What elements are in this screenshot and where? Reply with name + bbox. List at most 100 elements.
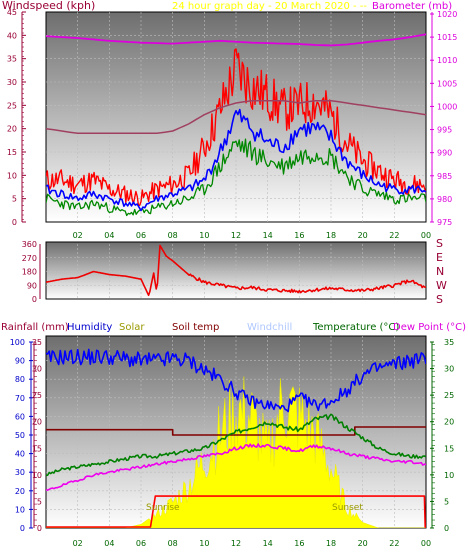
windspeed-tick-label: 0 <box>12 218 17 227</box>
windspeed-tick-label: 30 <box>7 78 17 87</box>
legend-rainfall: Rainfall (mm) <box>1 322 69 333</box>
barometer-tick-label: 1010 <box>437 56 457 65</box>
windspeed-tick-label: 25 <box>7 101 17 110</box>
legend: Rainfall (mm) Humidity Solar Soil temp W… <box>1 322 466 333</box>
temperature-tick-label: 0 <box>444 524 449 533</box>
barometer-tick-label: 1015 <box>437 33 457 42</box>
percent-axis: 0 10 20 30 40 50 60 70 80 90 100 <box>10 338 33 533</box>
temperature-tick-label: 5 <box>444 497 449 506</box>
x-tick-label: 06 <box>136 231 146 240</box>
x-tick-label: 16 <box>294 231 304 240</box>
barometer-axis-title: Barometer (mb) <box>372 1 452 12</box>
legend-soil-temp: Soil temp <box>172 322 219 333</box>
percent-tick-label: 50 <box>15 431 25 440</box>
temperature-tick-label: 35 <box>444 338 454 347</box>
temperature-x-axis: 02 04 06 08 10 12 14 16 18 20 22 00 <box>73 539 432 548</box>
windspeed-tick-label: 15 <box>7 148 17 157</box>
x-tick-label: 00 <box>421 539 431 548</box>
x-tick-label: 16 <box>294 539 304 548</box>
legend-temperature: Temperature (°C) <box>312 322 399 333</box>
x-tick-label: 00 <box>421 231 431 240</box>
windspeed-tick-label: 10 <box>7 171 17 180</box>
rainfall-tick-label: 10 <box>32 471 42 480</box>
percent-tick-label: 0 <box>20 524 25 533</box>
direction-tick-label: 90 <box>27 281 37 290</box>
graph-title: 24 hour graph day - 20 March 2020 - -- <box>172 1 367 12</box>
temperature-tick-label: 25 <box>444 391 454 400</box>
temperature-axis: 0 5 10 15 20 25 30 35 <box>430 338 454 533</box>
rainfall-tick-label: 15 <box>32 444 42 453</box>
direction-series <box>46 244 426 297</box>
temperature-tick-label: 20 <box>444 418 454 427</box>
rainfall-tick-label: 35 <box>32 338 42 347</box>
x-tick-label: 22 <box>389 539 399 548</box>
barometer-tick-label: 975 <box>437 218 452 227</box>
direction-tick-label: 0 <box>32 295 37 304</box>
x-tick-label: 04 <box>104 231 114 240</box>
legend-humidity: Humidity <box>67 322 112 333</box>
rainfall-tick-label: 30 <box>32 365 42 374</box>
percent-tick-label: 20 <box>15 487 25 496</box>
x-tick-label: 22 <box>389 231 399 240</box>
sunrise-label: Sunrise <box>146 503 180 513</box>
barometer-tick-label: 1005 <box>437 79 457 88</box>
rainfall-tick-label: 20 <box>32 418 42 427</box>
dew-point-series-line <box>46 443 426 491</box>
windspeed-axis: 0 5 10 15 20 25 30 35 40 45 <box>7 8 26 227</box>
windspeed-tick-label: 35 <box>7 55 17 64</box>
compass-label: W <box>436 279 447 292</box>
barometer-tick-label: 1000 <box>437 102 457 111</box>
x-tick-label: 20 <box>358 231 368 240</box>
x-tick-label: 10 <box>199 539 209 548</box>
windspeed-tick-label: 45 <box>7 8 17 17</box>
x-tick-label: 04 <box>104 539 114 548</box>
x-tick-label: 08 <box>168 539 178 548</box>
percent-tick-label: 100 <box>10 338 25 347</box>
compass-label: N <box>436 265 444 278</box>
direction-plot-area <box>45 241 427 300</box>
legend-windchill: Windchill <box>247 322 292 333</box>
temperature-series-line <box>46 413 426 477</box>
windspeed-tick-label: 40 <box>7 31 17 40</box>
x-tick-label: 12 <box>231 231 241 240</box>
barometer-tick-label: 990 <box>437 149 452 158</box>
x-tick-label: 18 <box>326 231 336 240</box>
barometer-tick-label: 985 <box>437 172 452 181</box>
x-tick-label: 12 <box>231 539 241 548</box>
direction-tick-label: 180 <box>22 268 37 277</box>
temperature-tick-label: 10 <box>444 471 454 480</box>
x-tick-label: 06 <box>136 539 146 548</box>
x-tick-label: 14 <box>263 539 273 548</box>
average-wind-series-line <box>46 108 426 212</box>
percent-tick-label: 40 <box>15 450 25 459</box>
direction-tick-label: 360 <box>22 240 37 249</box>
temperature-tick-label: 30 <box>444 365 454 374</box>
percent-tick-label: 80 <box>15 375 25 384</box>
temperature-panel: 0 10 20 30 40 50 60 70 80 90 100 0 5 10 15 20 25 30 35 0 5… <box>10 335 454 548</box>
direction-tick-label: 270 <box>22 254 37 263</box>
x-tick-label: 08 <box>168 231 178 240</box>
x-tick-label: 02 <box>73 539 83 548</box>
legend-dew-point: Dew Point (°C) <box>393 322 466 333</box>
rainfall-tick-label: 25 <box>32 391 42 400</box>
temperature-series <box>46 348 426 528</box>
rainfall-series-line <box>46 495 426 528</box>
direction-axis: 0 90 180 270 360 <box>22 240 41 304</box>
soil-temp-series-line <box>46 426 426 436</box>
humidity-series-line <box>46 348 426 413</box>
wind-direction-series-line <box>46 244 426 297</box>
wind-x-axis: 02 04 06 08 10 12 14 16 18 20 22 00 <box>73 231 432 240</box>
compass-label: E <box>436 251 443 264</box>
percent-tick-label: 30 <box>15 468 25 477</box>
compass-label: S <box>436 237 443 250</box>
x-tick-label: 10 <box>199 231 209 240</box>
barometer-series-line <box>46 33 426 47</box>
x-tick-label: 18 <box>326 539 336 548</box>
minimum-wind-series-line <box>46 138 426 217</box>
wind-series <box>46 33 426 217</box>
sunset-label: Sunset <box>332 503 363 513</box>
